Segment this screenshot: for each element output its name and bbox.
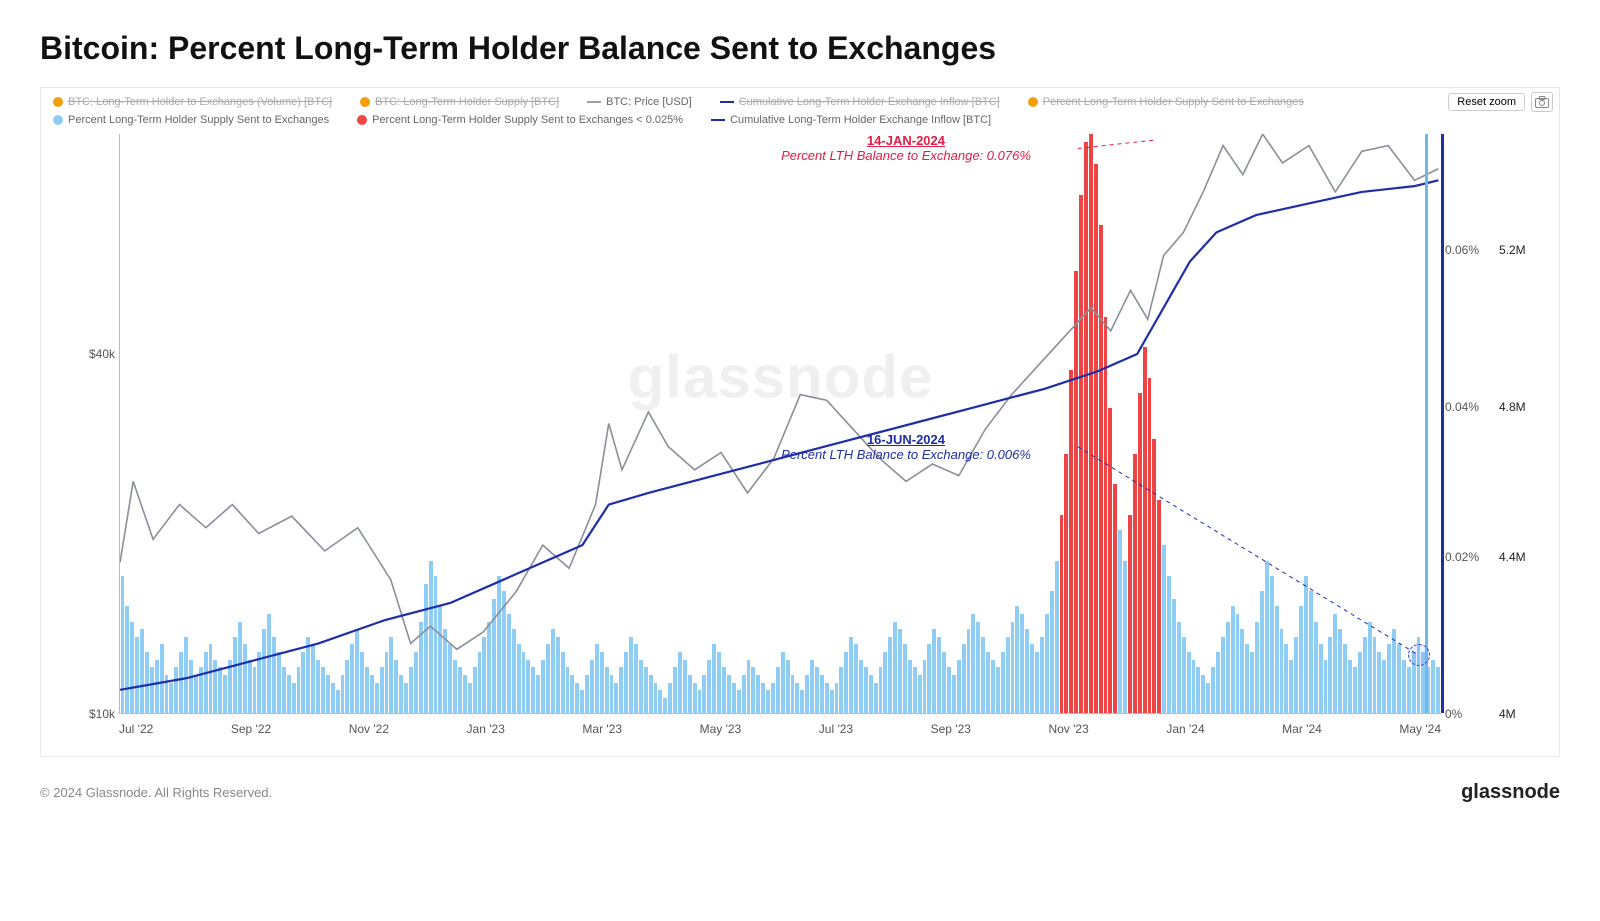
- right-axis-bar-2: [1441, 134, 1444, 713]
- x-tick: Jul '23: [819, 722, 853, 744]
- legend-item[interactable]: Cumulative Long-Term Holder Exchange Inf…: [720, 96, 1000, 108]
- x-tick: Mar '23: [582, 722, 622, 744]
- y-axis-left: $40k$10k: [61, 134, 115, 714]
- x-tick: Nov '22: [349, 722, 389, 744]
- legend: BTC: Long-Term Holder to Exchanges (Volu…: [49, 92, 1551, 130]
- lines-layer: [120, 134, 1441, 713]
- marker-circle: [1408, 644, 1430, 666]
- copyright: © 2024 Glassnode. All Rights Reserved.: [40, 785, 272, 800]
- reset-zoom-button[interactable]: Reset zoom: [1448, 93, 1525, 111]
- x-tick: Sep '22: [231, 722, 271, 744]
- legend-item[interactable]: Percent Long-Term Holder Supply Sent to …: [1028, 96, 1304, 108]
- legend-item[interactable]: Cumulative Long-Term Holder Exchange Inf…: [711, 114, 991, 126]
- x-tick: May '24: [1399, 722, 1441, 744]
- x-tick: Jul '22: [119, 722, 153, 744]
- legend-item[interactable]: BTC: Price [USD]: [587, 96, 692, 108]
- x-tick: May '23: [700, 722, 742, 744]
- legend-item[interactable]: Percent Long-Term Holder Supply Sent to …: [357, 114, 683, 126]
- page-title: Bitcoin: Percent Long-Term Holder Balanc…: [40, 30, 1560, 67]
- legend-item[interactable]: BTC: Long-Term Holder to Exchanges (Volu…: [53, 96, 332, 108]
- x-tick: Jan '23: [467, 722, 505, 744]
- y-axis-right-1: 0.06%0.04%0.02%0%: [1445, 134, 1495, 714]
- x-tick: Jan '24: [1166, 722, 1204, 744]
- x-tick: Mar '24: [1282, 722, 1322, 744]
- x-tick: Nov '23: [1048, 722, 1088, 744]
- plot-area: $40k$10k 0.06%0.04%0.02%0% 5.2M4.8M4.4M4…: [119, 134, 1441, 714]
- x-tick: Sep '23: [931, 722, 971, 744]
- right-axis-bar-1: [1425, 134, 1428, 713]
- camera-icon[interactable]: [1531, 92, 1553, 112]
- legend-item[interactable]: Percent Long-Term Holder Supply Sent to …: [53, 114, 329, 126]
- x-axis: Jul '22 Sep '22 Nov '22 Jan '23 Mar '23 May '…: [119, 714, 1441, 744]
- y-axis-right-2: 5.2M4.8M4.4M4M: [1499, 134, 1549, 714]
- brand-logo: glassnode: [1461, 781, 1560, 804]
- legend-item[interactable]: BTC: Long-Term Holder Supply [BTC]: [360, 96, 559, 108]
- chart-frame: BTC: Long-Term Holder to Exchanges (Volu…: [40, 87, 1560, 757]
